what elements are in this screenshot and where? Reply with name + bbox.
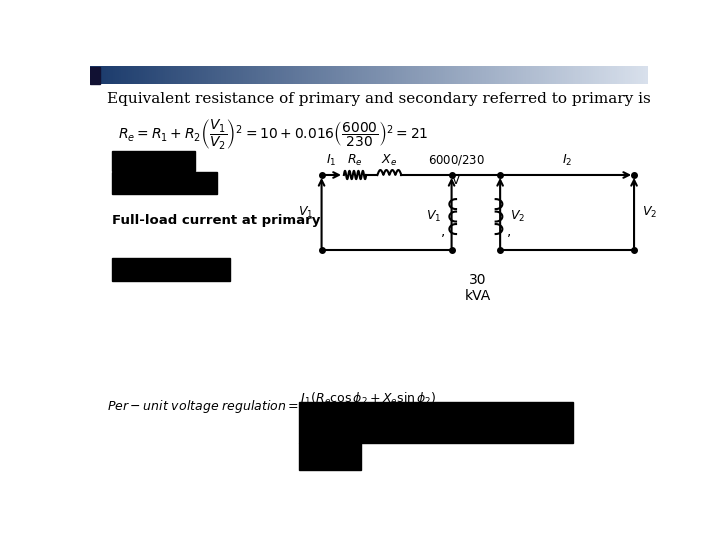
- Bar: [90, 67, 100, 84]
- Text: $I_1$: $I_1$: [326, 152, 336, 167]
- Text: Equivalent resistance of primary and secondary referred to primary is: Equivalent resistance of primary and sec…: [107, 92, 650, 106]
- Text: $V_1$: $V_1$: [426, 209, 441, 224]
- Text: $V_2$: $V_2$: [510, 209, 526, 224]
- Text: 30
kVA: 30 kVA: [464, 273, 491, 303]
- Bar: [112, 172, 217, 194]
- Text: $6000/230$: $6000/230$: [428, 153, 485, 167]
- Bar: [300, 443, 361, 470]
- Bar: [300, 402, 572, 443]
- Text: $X_e$: $X_e$: [382, 152, 397, 167]
- Text: $V_1$: $V_1$: [298, 205, 313, 220]
- Text: ,: ,: [441, 224, 445, 238]
- Text: $V_2$: $V_2$: [642, 205, 657, 220]
- Text: $R_e$: $R_e$: [347, 152, 363, 167]
- Text: V: V: [452, 174, 460, 187]
- Text: $R_e = R_1 + R_2\left(\dfrac{V_1}{V_2}\right)^2 = 10 + 0.016\left(\dfrac{6000}{2: $R_e = R_1 + R_2\left(\dfrac{V_1}{V_2}\r…: [118, 117, 428, 151]
- Text: Full-load current at primary: Full-load current at primary: [112, 214, 320, 227]
- Text: ,: ,: [507, 224, 511, 238]
- Text: $I_2$: $I_2$: [562, 152, 572, 167]
- Bar: [112, 151, 195, 171]
- Bar: [112, 258, 230, 281]
- Text: $\mathit{Per - unit\ voltage\ regulation} = \dfrac{I_1(R_e\cos\phi_2 + X_e\sin\p: $\mathit{Per - unit\ voltage\ regulation…: [107, 391, 437, 423]
